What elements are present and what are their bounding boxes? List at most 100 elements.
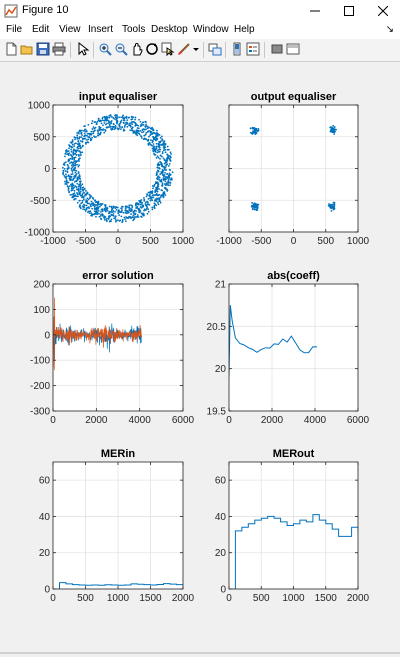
colorbar-icon[interactable]	[230, 42, 244, 56]
scatter-point	[80, 136, 83, 139]
scatter-point	[77, 131, 80, 133]
plots-area: -1000 -500 0 500 100010005000-500-1000input …	[24, 91, 370, 604]
dock-arrow-icon[interactable]: ↘	[385, 24, 394, 35]
x-tick-label: 4000	[304, 415, 327, 426]
scatter-point	[76, 178, 79, 181]
scatter-point	[137, 130, 140, 133]
save-icon[interactable]	[36, 42, 50, 56]
x-tick-label: -500	[75, 236, 95, 247]
rotate-icon[interactable]	[145, 42, 159, 56]
scatter-point	[113, 117, 116, 120]
scatter-point	[78, 136, 81, 138]
menu-help[interactable]: Help	[234, 24, 255, 35]
scatter-point	[81, 186, 84, 189]
scatter-point	[151, 191, 153, 194]
close-button[interactable]	[366, 0, 400, 22]
hide-tools-icon[interactable]	[270, 42, 284, 56]
menu-desktop[interactable]: Desktop	[151, 24, 188, 35]
scatter-point	[104, 205, 107, 208]
scatter-point	[333, 204, 336, 207]
scatter-point	[131, 216, 134, 219]
menu-file[interactable]: File	[6, 24, 23, 35]
scatter-point	[130, 213, 132, 215]
scatter-point	[94, 120, 97, 123]
legend-icon[interactable]	[246, 42, 260, 56]
x-tick-label: 6000	[347, 415, 370, 426]
scatter-point	[96, 213, 98, 216]
scatter-point	[142, 121, 145, 124]
axes-1: -1000 -500 0 500 1000 1000 500 0 -500 -1000 input …	[24, 91, 194, 247]
menu-window[interactable]: Window	[193, 24, 229, 35]
scatter-point	[149, 195, 152, 198]
scatter-point	[63, 174, 66, 177]
minimize-button[interactable]	[298, 0, 332, 22]
new-figure-icon[interactable]	[4, 42, 18, 56]
scatter-point	[157, 203, 160, 206]
scatter-point	[163, 162, 166, 165]
scatter-point	[81, 151, 84, 154]
scatter-point	[130, 121, 133, 124]
scatter-point	[125, 212, 128, 215]
pan-icon[interactable]	[130, 42, 144, 56]
scatter-point	[86, 141, 89, 144]
scatter-point	[153, 185, 155, 188]
scatter-point	[96, 204, 99, 207]
scatter-point	[144, 209, 147, 212]
show-tools-icon[interactable]	[286, 42, 300, 56]
scatter-point	[75, 188, 78, 191]
scatter-point	[140, 135, 143, 138]
scatter-point	[143, 196, 145, 199]
title-bar: Figure 10	[0, 0, 400, 22]
scatter-point	[72, 169, 74, 172]
scatter-point	[139, 129, 142, 132]
pointer-icon[interactable]	[76, 42, 90, 56]
scatter-point	[98, 127, 101, 130]
brush-icon[interactable]	[177, 42, 191, 56]
scatter-point	[71, 189, 74, 191]
link-icon[interactable]	[208, 42, 222, 56]
scatter-point	[124, 220, 127, 223]
zoom-in-icon[interactable]	[98, 42, 112, 56]
scatter-point	[330, 127, 333, 130]
scatter-point	[85, 204, 88, 207]
scatter-point	[75, 154, 78, 156]
scatter-point	[77, 155, 80, 157]
scatter-point	[84, 193, 87, 196]
dropdown-icon[interactable]	[192, 42, 200, 56]
scatter-point	[128, 208, 131, 211]
x-tick-label: 6000	[172, 415, 195, 426]
scatter-point	[121, 218, 124, 221]
scatter-point	[103, 119, 106, 122]
scatter-point	[81, 140, 84, 143]
scatter-point	[118, 123, 121, 126]
scatter-point	[108, 126, 111, 128]
scatter-point	[158, 198, 161, 200]
scatter-point	[146, 193, 148, 196]
scatter-point	[84, 210, 87, 212]
scatter-point	[332, 125, 335, 127]
minimize-icon	[310, 10, 320, 12]
open-icon[interactable]	[20, 42, 34, 56]
x-tick-label: 500	[317, 236, 334, 247]
menu-insert[interactable]: Insert	[88, 24, 114, 35]
zoom-out-icon[interactable]	[114, 42, 128, 56]
scatter-point	[123, 126, 126, 128]
x-tick-label: 1000	[107, 593, 130, 604]
scatter-point	[152, 145, 155, 148]
scatter-point	[251, 207, 254, 210]
scatter-point	[68, 147, 70, 150]
data-cursor-icon[interactable]	[161, 42, 175, 56]
scatter-point	[110, 211, 112, 213]
scatter-point	[162, 157, 165, 160]
scatter-point	[145, 195, 148, 198]
menu-edit[interactable]: Edit	[32, 24, 50, 35]
scatter-point	[91, 214, 94, 217]
print-icon[interactable]	[52, 42, 66, 56]
scatter-point	[165, 160, 168, 162]
maximize-button[interactable]	[332, 0, 366, 22]
scatter-point	[73, 197, 76, 200]
chart-title: MERout	[273, 448, 315, 460]
scatter-point	[74, 156, 77, 159]
menu-view[interactable]: View	[59, 24, 81, 35]
menu-tools[interactable]: Tools	[122, 24, 146, 35]
